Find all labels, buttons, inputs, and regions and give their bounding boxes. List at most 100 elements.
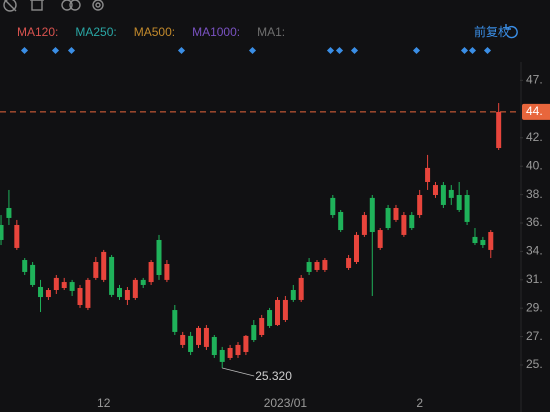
event-marker[interactable] bbox=[468, 46, 477, 55]
candle-body bbox=[243, 335, 249, 352]
candle-body bbox=[172, 310, 178, 332]
candle-body bbox=[314, 262, 320, 270]
candle-body bbox=[227, 347, 233, 358]
candle-body bbox=[69, 282, 75, 291]
y-tick-label: 31. bbox=[526, 272, 543, 286]
candle-body bbox=[338, 211, 344, 231]
candle-body bbox=[188, 335, 194, 352]
y-tick-label: 40. bbox=[526, 158, 543, 172]
candle-body bbox=[196, 327, 202, 345]
event-marker[interactable] bbox=[460, 46, 469, 55]
candle-body bbox=[330, 197, 336, 216]
y-tick-label: 47. bbox=[526, 73, 543, 87]
candle-body bbox=[219, 349, 225, 362]
event-marker[interactable] bbox=[350, 46, 359, 55]
candle-body bbox=[235, 344, 241, 356]
annotation-leader bbox=[222, 367, 255, 377]
candle-body bbox=[156, 239, 162, 276]
candle-body bbox=[180, 334, 186, 345]
candle-body bbox=[282, 299, 288, 320]
candle-body bbox=[267, 310, 273, 326]
candle-body bbox=[85, 279, 91, 308]
candle-body bbox=[401, 215, 407, 235]
x-tick-label: 2023/01 bbox=[264, 396, 308, 410]
candle-body bbox=[440, 185, 446, 205]
y-tick-label: 29. bbox=[526, 300, 543, 314]
toolbar bbox=[3, 0, 104, 12]
candle-body bbox=[290, 290, 296, 300]
event-marker[interactable] bbox=[483, 46, 492, 55]
event-marker[interactable] bbox=[248, 46, 257, 55]
candle-body bbox=[306, 262, 312, 272]
hide-icon[interactable] bbox=[3, 0, 17, 12]
event-marker[interactable] bbox=[326, 46, 335, 55]
settings-icon[interactable] bbox=[92, 0, 104, 11]
candle-body bbox=[251, 325, 257, 341]
price-tag-label: 44. bbox=[526, 104, 543, 118]
candle-body bbox=[472, 236, 478, 244]
candle-body bbox=[211, 336, 217, 356]
y-tick-label: 36. bbox=[526, 215, 543, 229]
candle-body bbox=[0, 224, 4, 240]
candle-body bbox=[101, 251, 107, 280]
candle-body bbox=[425, 167, 431, 182]
candle-body bbox=[45, 290, 51, 298]
candle-body bbox=[377, 230, 383, 248]
candle-body bbox=[480, 239, 486, 246]
candle-body bbox=[164, 263, 170, 280]
candle-body bbox=[124, 290, 130, 300]
compare-icon[interactable] bbox=[61, 0, 81, 11]
annotation: 25.320 bbox=[255, 369, 292, 383]
candle-body bbox=[488, 232, 494, 250]
candle-body bbox=[464, 194, 470, 222]
y-tick-label: 27. bbox=[526, 329, 543, 343]
legend-entry: MA120: bbox=[17, 25, 58, 39]
candle-body bbox=[117, 288, 123, 298]
candle-body bbox=[385, 208, 391, 229]
x-tick-label: 12 bbox=[97, 396, 111, 410]
candle-body bbox=[77, 288, 83, 306]
candle-body bbox=[140, 279, 146, 285]
candle-body bbox=[274, 299, 280, 326]
adjust-button[interactable]: 前复权 bbox=[474, 24, 510, 39]
candle-body bbox=[132, 279, 138, 298]
candle-body bbox=[259, 318, 265, 335]
candle-body bbox=[203, 327, 209, 347]
candle-body bbox=[448, 189, 454, 198]
x-tick-label: 2 bbox=[416, 396, 423, 410]
y-tick-label: 42. bbox=[526, 130, 543, 144]
candle-body bbox=[496, 111, 502, 149]
candle-body bbox=[14, 224, 20, 248]
event-marker[interactable] bbox=[177, 46, 186, 55]
candle-body bbox=[361, 215, 367, 235]
candle-body bbox=[393, 208, 399, 220]
candle-body bbox=[322, 260, 328, 270]
legend-entry: MA1: bbox=[257, 25, 285, 39]
candle-body bbox=[61, 282, 67, 289]
y-tick-label: 25. bbox=[526, 357, 543, 371]
price-tag bbox=[522, 103, 550, 120]
candle-body bbox=[109, 256, 115, 295]
candle-body bbox=[417, 194, 423, 216]
candle-body bbox=[53, 277, 59, 291]
event-marker[interactable] bbox=[335, 46, 344, 55]
legend-entry: MA1000: bbox=[192, 25, 240, 39]
candle-body bbox=[456, 194, 462, 210]
legend: MA120: MA250: MA500: MA1000: MA1: bbox=[17, 25, 285, 39]
candle-body bbox=[369, 197, 375, 233]
legend-entry: MA250: bbox=[75, 25, 116, 39]
reset-icon[interactable] bbox=[505, 24, 518, 39]
candle-body bbox=[6, 208, 12, 218]
candle-body bbox=[298, 277, 304, 300]
event-marker[interactable] bbox=[412, 46, 421, 55]
candle-body bbox=[346, 258, 352, 268]
candle-body bbox=[22, 260, 28, 272]
candle-body bbox=[148, 262, 154, 283]
delete-icon[interactable] bbox=[30, 0, 44, 11]
candle-body bbox=[432, 185, 438, 195]
candle-body bbox=[353, 234, 359, 263]
candle-body bbox=[30, 264, 36, 285]
candle-body bbox=[93, 262, 99, 278]
